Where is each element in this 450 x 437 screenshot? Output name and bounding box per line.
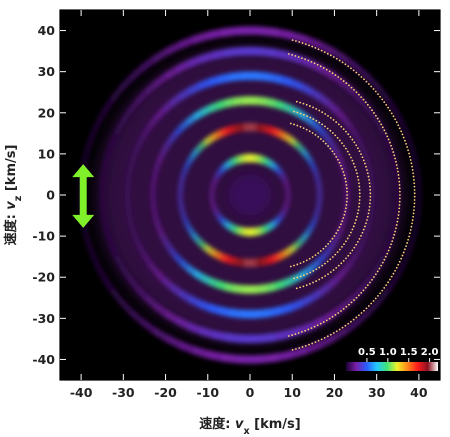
colorbar-gradient	[346, 362, 438, 371]
x-tick-label: 20	[326, 385, 344, 400]
ring-6	[78, 26, 422, 364]
y-axis-title: 速度: vz [km/s]	[3, 145, 24, 246]
dotted-arc-5	[289, 122, 349, 268]
polarization-arrow	[72, 164, 95, 228]
ring-5	[99, 46, 401, 344]
ring-2	[177, 122, 323, 268]
x-tick-label: 0	[246, 385, 255, 400]
x-tick-labels: -40 -30 -20 -10 0 10 20 30 40	[70, 385, 428, 400]
x-tick-label: 30	[368, 385, 386, 400]
colorbar-tick-label: 1.5	[400, 347, 418, 358]
y-tick-label: -40	[32, 352, 55, 367]
x-axis-title: 速度: vx [km/s]	[199, 416, 300, 437]
ring-4	[124, 71, 376, 319]
x-tick-label: -40	[70, 385, 93, 400]
y-tick-label: -30	[32, 311, 55, 326]
intensity-rings	[78, 26, 422, 364]
ring-1	[209, 153, 291, 237]
y-tick-label: 20	[38, 105, 56, 120]
y-tick-label: 0	[46, 188, 55, 203]
y-tick-label: -20	[32, 270, 55, 285]
dotted-arc-1	[291, 39, 416, 351]
y-tick-labels: 40 30 20 10 0 -10 -20 -30 -40	[32, 23, 55, 367]
x-tick-label: -30	[112, 385, 135, 400]
colorbar-tick-label: 1.0	[379, 347, 397, 358]
y-tick-label: -10	[32, 229, 55, 244]
arrow-head-up	[72, 164, 95, 178]
colorbar-tick-label: 0.5	[358, 347, 376, 358]
arrow-shaft	[79, 174, 87, 218]
central-glow	[228, 174, 272, 216]
x-tick-label: -20	[154, 385, 177, 400]
x-tick-label: 40	[410, 385, 428, 400]
dotted-arc-3	[295, 100, 372, 290]
resonance-dotted-arcs	[287, 39, 416, 351]
dotted-arc-2	[287, 53, 401, 337]
dotted-arc-4	[293, 110, 361, 280]
axis-ticks	[60, 10, 440, 380]
x-tick-label: -10	[196, 385, 219, 400]
colorbar: 0.5 1.0 1.5 2.0	[346, 347, 439, 371]
y-tick-label: 30	[38, 64, 56, 79]
y-tick-label: 10	[38, 146, 56, 161]
x-tick-label: 10	[284, 385, 302, 400]
y-tick-label: 40	[38, 23, 56, 38]
colorbar-tick-label: 2.0	[421, 347, 439, 358]
arrow-head-down	[72, 214, 95, 228]
